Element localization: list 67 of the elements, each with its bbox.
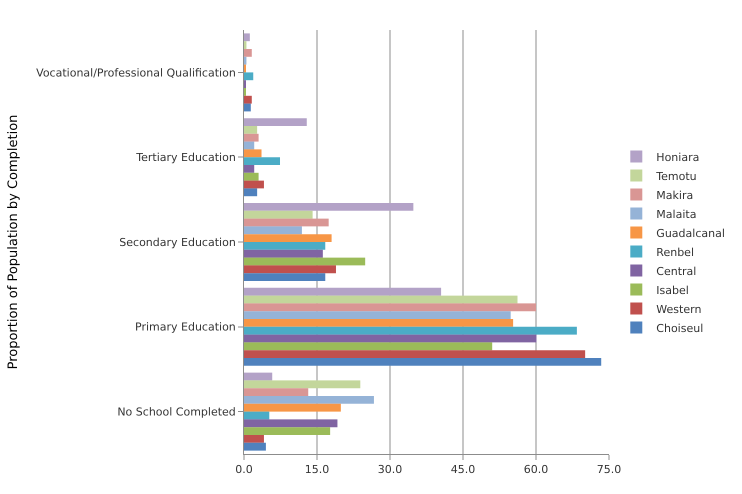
bar bbox=[244, 288, 442, 296]
y-tick-label: Secondary Education bbox=[119, 236, 236, 249]
y-tick-label: Primary Education bbox=[135, 320, 236, 334]
bar bbox=[244, 142, 254, 150]
bar bbox=[244, 372, 272, 380]
bar bbox=[244, 218, 329, 226]
legend-label: Temotu bbox=[655, 170, 697, 183]
bar bbox=[244, 172, 259, 181]
bar bbox=[244, 134, 259, 142]
bar bbox=[244, 303, 536, 312]
y-tick-label: Tertiary Education bbox=[135, 151, 236, 164]
legend-label: Western bbox=[656, 302, 702, 316]
bar bbox=[244, 427, 330, 435]
bar bbox=[244, 380, 360, 388]
bar bbox=[244, 165, 254, 173]
bar bbox=[244, 296, 518, 304]
bar bbox=[244, 188, 258, 196]
bar bbox=[244, 273, 326, 282]
bar bbox=[244, 326, 577, 335]
bar bbox=[244, 126, 258, 134]
y-tick-label: No School Completed bbox=[117, 405, 236, 418]
bar bbox=[244, 104, 251, 112]
bar bbox=[244, 258, 366, 266]
bar bbox=[244, 210, 313, 219]
x-tick-label: 15.0 bbox=[304, 463, 330, 476]
bar bbox=[244, 419, 338, 428]
bar bbox=[244, 72, 254, 80]
legend-label: Central bbox=[656, 264, 696, 278]
x-tick-label: 0.0 bbox=[235, 463, 253, 476]
bar bbox=[244, 149, 262, 158]
bar bbox=[244, 118, 307, 126]
x-tick-label: 30.0 bbox=[378, 463, 402, 476]
bar bbox=[244, 49, 252, 57]
y-tick-label: Vocational/Professional Qualification bbox=[36, 66, 236, 80]
bar bbox=[244, 435, 264, 443]
x-tick-label: 60.0 bbox=[524, 463, 548, 476]
bar bbox=[244, 350, 586, 358]
bar bbox=[244, 404, 341, 412]
legend-label: Choiseul bbox=[656, 322, 704, 335]
bar bbox=[244, 250, 323, 258]
bar bbox=[244, 311, 511, 319]
bar bbox=[244, 334, 536, 342]
bar bbox=[244, 226, 302, 234]
legend-label: Renbel bbox=[656, 246, 694, 259]
bar bbox=[244, 265, 336, 274]
bar bbox=[244, 242, 326, 250]
bar bbox=[244, 442, 266, 451]
bar bbox=[244, 33, 250, 42]
legend-label: Isabel bbox=[656, 284, 689, 297]
bar bbox=[244, 180, 264, 188]
bar bbox=[244, 358, 602, 366]
bar bbox=[244, 157, 280, 165]
bar bbox=[244, 396, 374, 404]
bar bbox=[244, 388, 308, 396]
x-tick-label: 75.0 bbox=[596, 463, 622, 476]
bar bbox=[244, 202, 414, 211]
legend-label: Honiara bbox=[656, 150, 700, 164]
bar bbox=[244, 342, 492, 350]
bar bbox=[244, 319, 514, 327]
y-axis-title: Proportion of Population by Completion bbox=[6, 114, 22, 370]
bar bbox=[244, 234, 332, 242]
legend-label: Makira bbox=[656, 188, 694, 202]
x-tick-label: 45.0 bbox=[450, 463, 476, 476]
legend-label: Malaita bbox=[656, 208, 696, 221]
bar bbox=[244, 96, 252, 104]
legend-label: Guadalcanal bbox=[656, 226, 725, 240]
bar bbox=[244, 412, 270, 420]
